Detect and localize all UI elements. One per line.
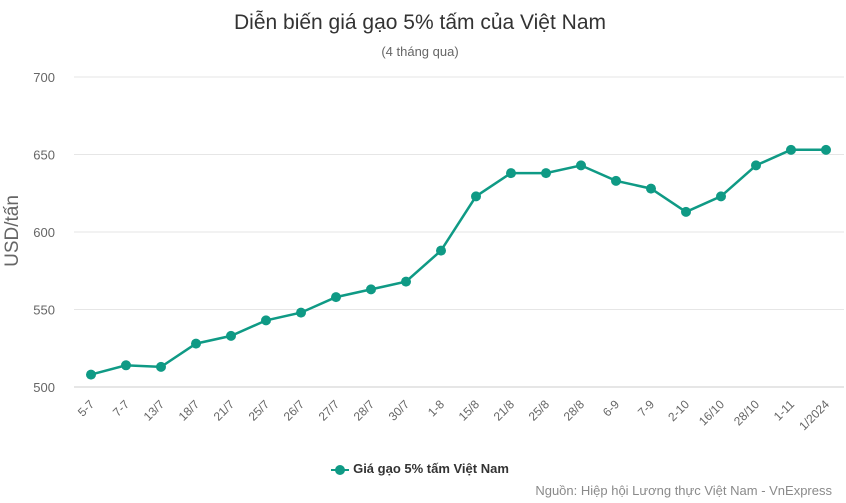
y-tick-label: 700 bbox=[33, 70, 55, 85]
x-tick-label: 6-9 bbox=[600, 397, 622, 419]
data-point[interactable] bbox=[541, 168, 551, 179]
data-point[interactable] bbox=[296, 307, 306, 318]
chart-title: Diễn biến giá gạo 5% tấm của Việt Nam bbox=[234, 11, 606, 34]
x-tick-label: 25/7 bbox=[246, 397, 273, 424]
data-point[interactable] bbox=[331, 292, 341, 303]
x-tick-label: 5-7 bbox=[75, 397, 97, 419]
chart-subtitle: (4 tháng qua) bbox=[381, 44, 459, 59]
legend-label: Giá gạo 5% tấm Việt Nam bbox=[353, 461, 509, 476]
grid-lines bbox=[74, 76, 844, 388]
legend-swatch bbox=[331, 464, 350, 475]
data-point[interactable] bbox=[506, 168, 516, 179]
data-point[interactable] bbox=[716, 191, 726, 202]
x-tick-label: 7-9 bbox=[635, 397, 657, 419]
y-tick-label: 600 bbox=[33, 225, 55, 240]
x-tick-label: 21/7 bbox=[211, 397, 238, 424]
x-tick-label: 21/8 bbox=[491, 397, 518, 424]
data-point[interactable] bbox=[611, 175, 621, 186]
x-tick-label: 26/7 bbox=[281, 397, 308, 424]
y-tick-label: 550 bbox=[33, 303, 55, 318]
data-point[interactable] bbox=[191, 338, 201, 349]
data-point[interactable] bbox=[646, 183, 656, 194]
data-point[interactable] bbox=[121, 360, 131, 371]
x-tick-label: 15/8 bbox=[456, 397, 483, 424]
data-point[interactable] bbox=[156, 361, 166, 372]
data-point[interactable] bbox=[576, 160, 586, 171]
x-tick-label: 28/8 bbox=[561, 397, 588, 424]
data-point[interactable] bbox=[401, 276, 411, 287]
x-tick-label: 1/2024 bbox=[796, 397, 832, 433]
x-tick-label: 16/10 bbox=[696, 397, 727, 428]
data-point[interactable] bbox=[786, 144, 796, 155]
data-point[interactable] bbox=[751, 160, 761, 171]
y-axis-ticks: 500 550 600 650 700 bbox=[33, 70, 55, 395]
data-point[interactable] bbox=[261, 315, 271, 326]
data-point[interactable] bbox=[471, 191, 481, 202]
y-tick-label: 500 bbox=[33, 380, 55, 395]
y-tick-label: 650 bbox=[33, 148, 55, 163]
legend[interactable]: Giá gạo 5% tấm Việt Nam bbox=[0, 461, 840, 476]
data-point[interactable] bbox=[226, 330, 236, 341]
data-point[interactable] bbox=[86, 369, 96, 380]
x-tick-label: 2-10 bbox=[665, 397, 692, 424]
data-point[interactable] bbox=[366, 284, 376, 295]
y-axis-label: USD/tấn bbox=[2, 195, 23, 267]
series-points bbox=[86, 144, 831, 380]
x-tick-label: 1-8 bbox=[425, 397, 447, 419]
x-tick-label: 1-11 bbox=[771, 397, 797, 423]
x-tick-label: 13/7 bbox=[141, 397, 168, 424]
x-tick-label: 7-7 bbox=[110, 397, 132, 419]
x-tick-label: 28/10 bbox=[731, 397, 762, 428]
x-tick-label: 28/7 bbox=[351, 397, 378, 424]
source-credit: Nguồn: Hiệp hội Lương thực Việt Nam - Vn… bbox=[535, 483, 832, 498]
x-tick-label: 27/7 bbox=[316, 397, 343, 424]
x-tick-label: 18/7 bbox=[176, 397, 203, 424]
x-tick-label: 25/8 bbox=[526, 397, 553, 424]
x-axis-ticks: 5-7 7-7 13/7 18/7 21/7 25/7 26/7 27/7 28/7 30/7 1-… bbox=[75, 397, 832, 433]
data-point[interactable] bbox=[436, 245, 446, 256]
data-point[interactable] bbox=[681, 206, 691, 217]
x-tick-label: 30/7 bbox=[386, 397, 413, 424]
data-point[interactable] bbox=[821, 144, 831, 155]
series-line bbox=[90, 148, 826, 376]
